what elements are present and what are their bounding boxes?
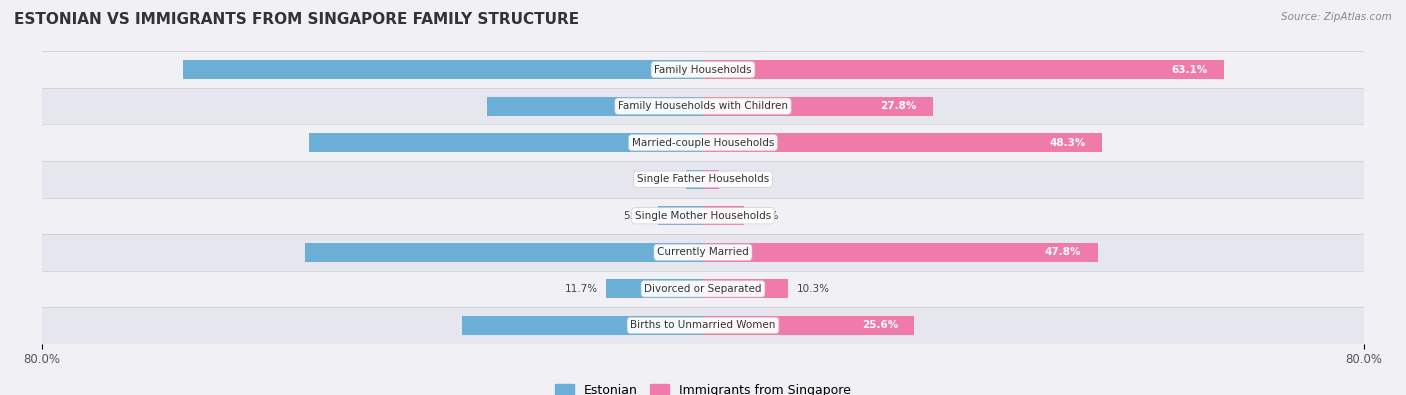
Text: 48.3%: 48.3% <box>1049 138 1085 148</box>
Text: 5.4%: 5.4% <box>624 211 650 221</box>
Text: 47.8%: 47.8% <box>1045 247 1081 257</box>
Bar <box>703 243 1098 262</box>
Bar <box>305 243 703 262</box>
Bar <box>703 60 1225 79</box>
Text: 47.7%: 47.7% <box>686 138 723 148</box>
Bar <box>658 206 703 225</box>
Text: 62.9%: 62.9% <box>686 65 723 75</box>
Bar <box>703 97 932 116</box>
Bar <box>686 170 703 189</box>
Text: 29.2%: 29.2% <box>686 320 723 330</box>
Bar <box>488 97 703 116</box>
Text: Family Households with Children: Family Households with Children <box>619 101 787 111</box>
Text: 1.9%: 1.9% <box>727 174 754 184</box>
Bar <box>42 161 1364 198</box>
Bar <box>42 198 1364 234</box>
Bar <box>703 206 744 225</box>
Text: 63.1%: 63.1% <box>1171 65 1208 75</box>
Bar <box>703 170 718 189</box>
Bar <box>606 279 703 298</box>
Bar <box>42 234 1364 271</box>
Text: Divorced or Separated: Divorced or Separated <box>644 284 762 294</box>
Text: Family Households: Family Households <box>654 65 752 75</box>
Bar <box>42 271 1364 307</box>
Text: 11.7%: 11.7% <box>565 284 598 294</box>
Text: Births to Unmarried Women: Births to Unmarried Women <box>630 320 776 330</box>
Bar <box>42 124 1364 161</box>
Bar <box>461 316 703 335</box>
Bar <box>703 316 914 335</box>
Bar <box>42 307 1364 344</box>
Text: 48.2%: 48.2% <box>686 247 723 257</box>
Text: Married-couple Households: Married-couple Households <box>631 138 775 148</box>
Text: Source: ZipAtlas.com: Source: ZipAtlas.com <box>1281 12 1392 22</box>
Text: Single Mother Households: Single Mother Households <box>636 211 770 221</box>
Text: 26.1%: 26.1% <box>686 101 723 111</box>
Legend: Estonian, Immigrants from Singapore: Estonian, Immigrants from Singapore <box>550 379 856 395</box>
Bar <box>42 51 1364 88</box>
Bar <box>42 88 1364 124</box>
Text: Single Father Households: Single Father Households <box>637 174 769 184</box>
Bar <box>309 133 703 152</box>
Text: ESTONIAN VS IMMIGRANTS FROM SINGAPORE FAMILY STRUCTURE: ESTONIAN VS IMMIGRANTS FROM SINGAPORE FA… <box>14 12 579 27</box>
Text: 5.0%: 5.0% <box>752 211 779 221</box>
Text: 2.1%: 2.1% <box>651 174 678 184</box>
Bar <box>183 60 703 79</box>
Bar <box>703 133 1102 152</box>
Bar <box>703 279 789 298</box>
Text: Currently Married: Currently Married <box>657 247 749 257</box>
Text: 27.8%: 27.8% <box>880 101 917 111</box>
Text: 25.6%: 25.6% <box>862 320 898 330</box>
Text: 10.3%: 10.3% <box>796 284 830 294</box>
